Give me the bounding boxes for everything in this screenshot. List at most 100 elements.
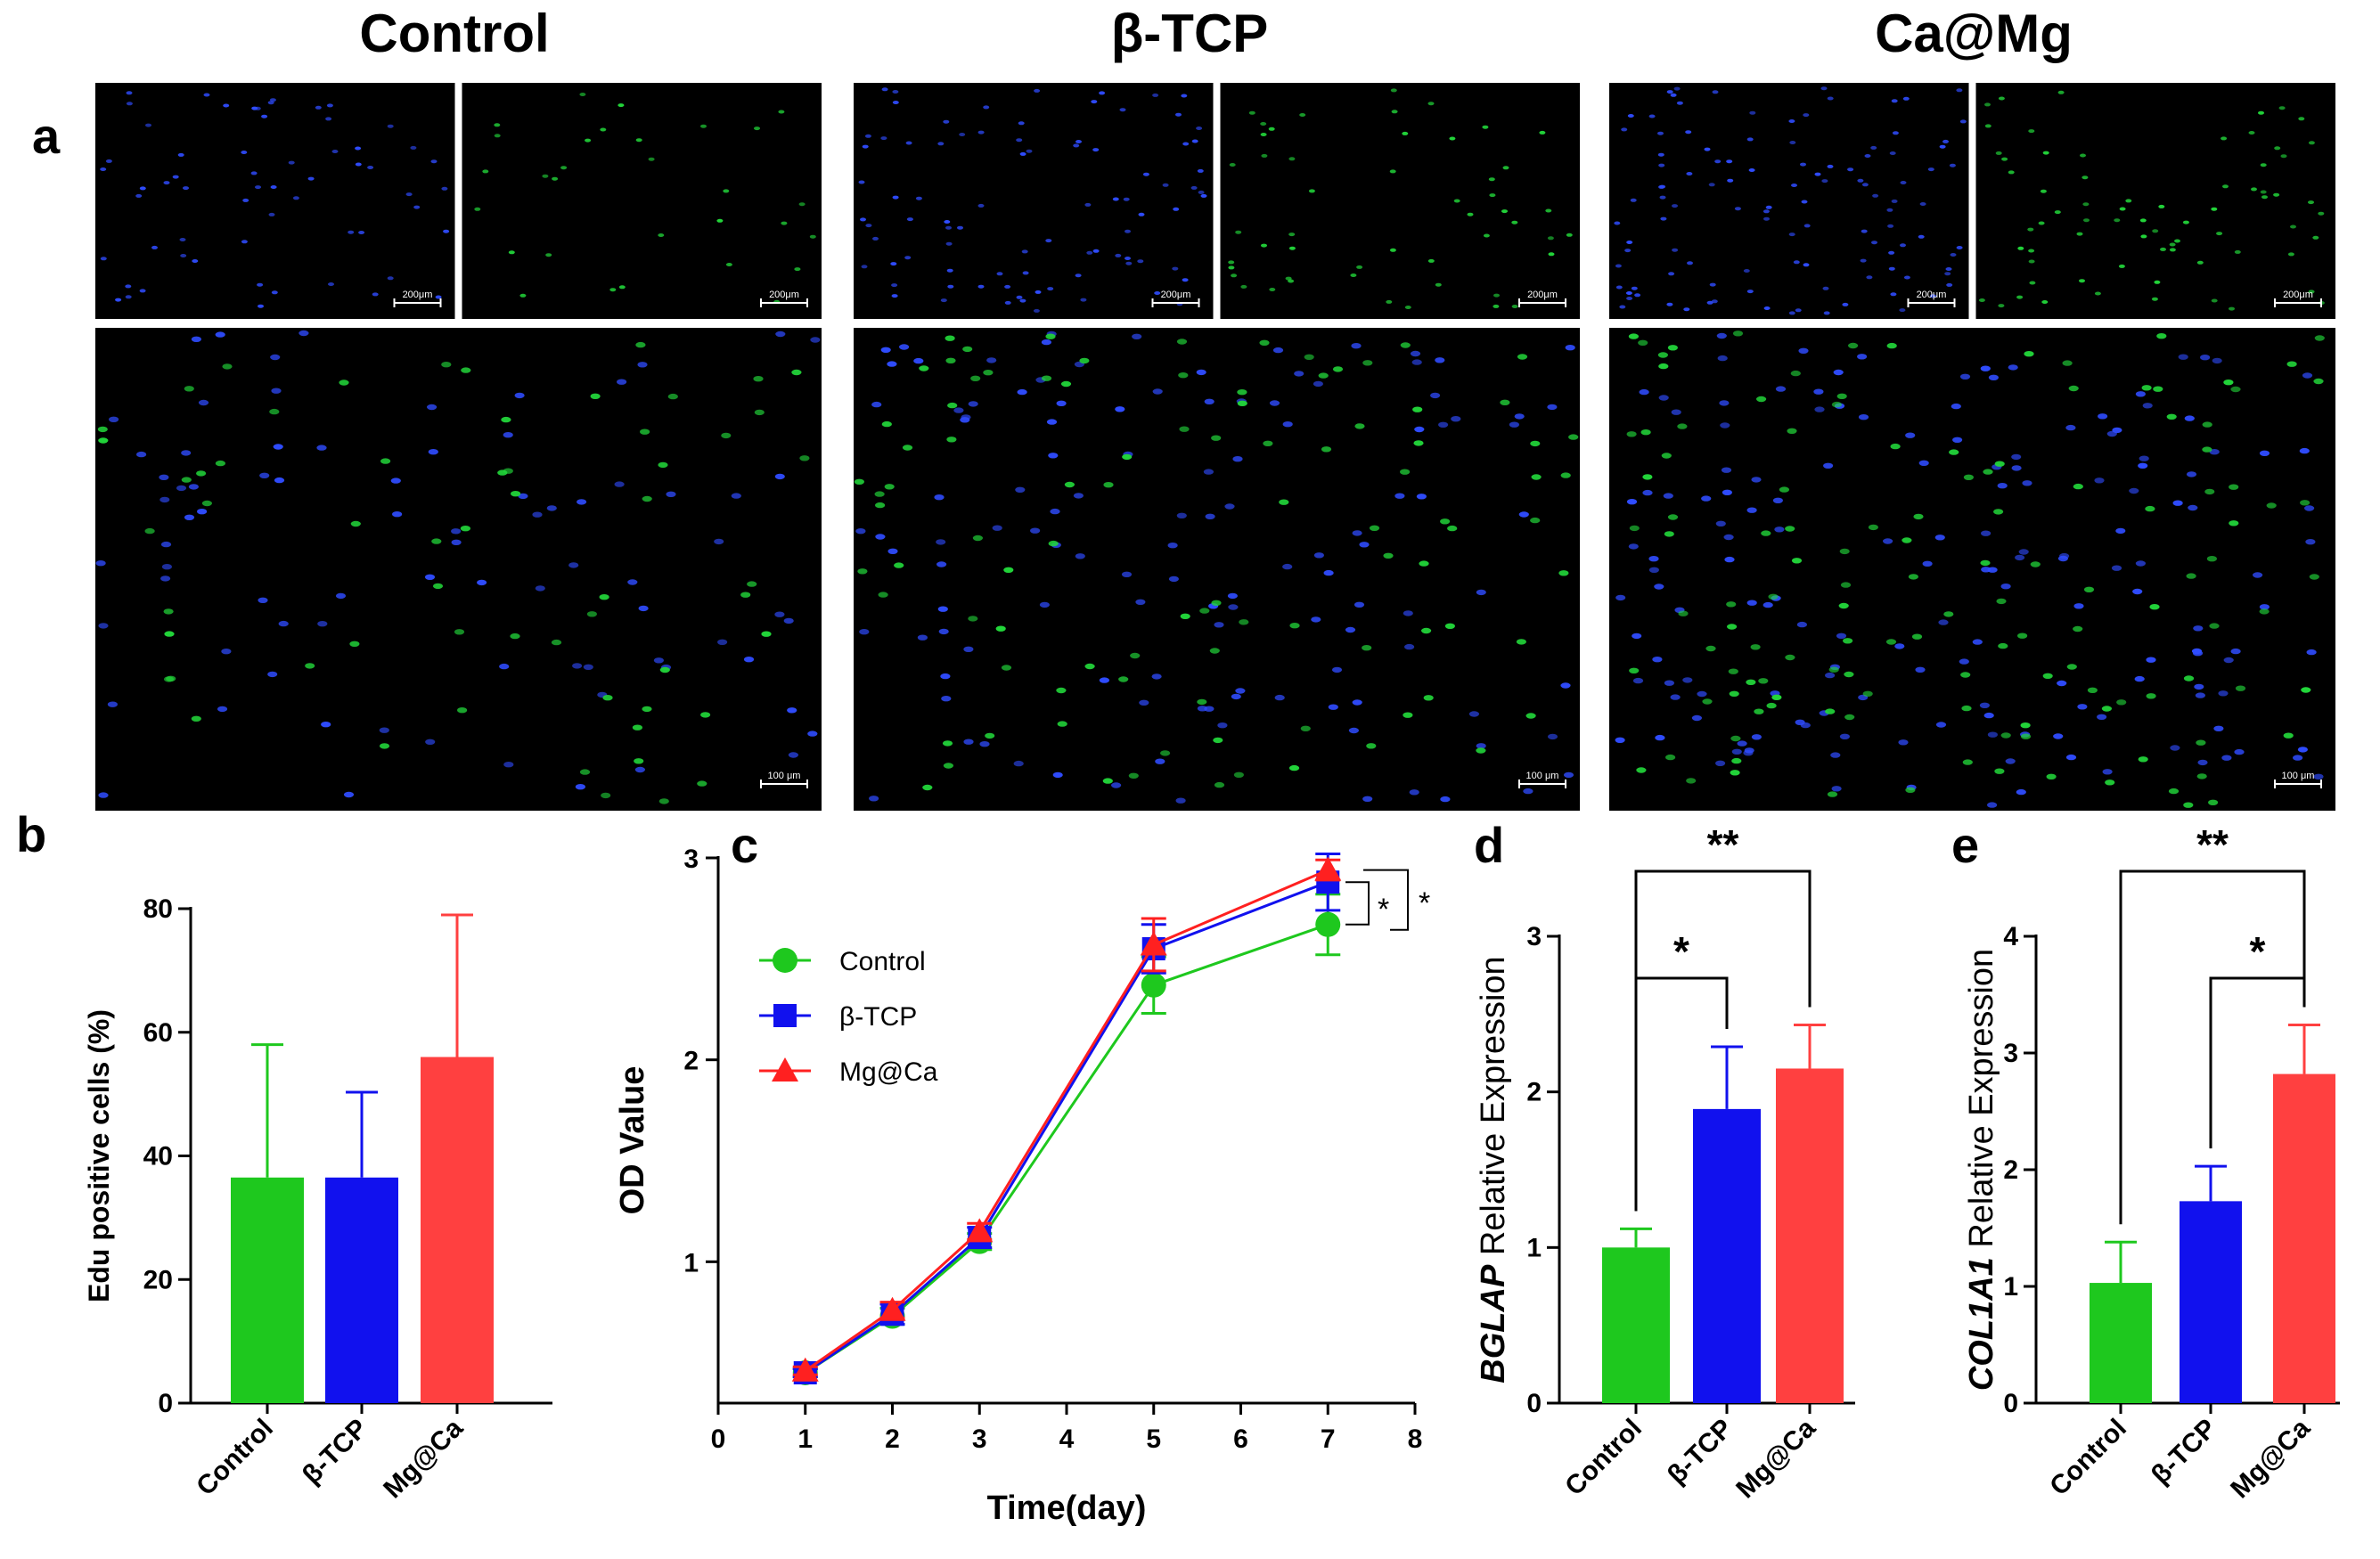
cell-nucleus	[697, 780, 707, 787]
cell-nucleus	[2038, 221, 2045, 225]
cell-nucleus	[268, 212, 275, 216]
cell-nucleus	[441, 186, 448, 191]
cell-nucleus	[1743, 269, 1750, 273]
cell-nucleus	[2139, 218, 2147, 223]
scale-bar-label: 100 μm	[768, 771, 801, 781]
cell-nucleus	[2213, 725, 2224, 731]
cell-nucleus	[241, 151, 248, 154]
cell-nucleus	[305, 663, 315, 669]
cell-nucleus	[1013, 760, 1024, 767]
cell-nucleus	[1391, 110, 1398, 114]
cell-nucleus	[614, 481, 625, 487]
cell-nucleus	[754, 409, 765, 416]
cell-nucleus	[1860, 258, 1867, 263]
cell-nucleus	[2253, 572, 2263, 578]
cell-nucleus	[1041, 375, 1052, 381]
cell-nucleus	[1676, 101, 1683, 105]
cell-nucleus	[1705, 645, 1716, 652]
cell-nucleus	[1750, 644, 1761, 650]
cell-nucleus	[632, 724, 643, 731]
cell-nucleus	[1685, 130, 1692, 135]
cell-nucleus	[1075, 553, 1085, 559]
cell-nucleus	[1670, 93, 1677, 97]
cell-nucleus	[1403, 712, 1413, 718]
cell-nucleus	[992, 525, 1002, 531]
cell-nucleus	[2151, 297, 2158, 301]
cell-nucleus	[1952, 437, 1963, 443]
cell-nucleus	[2022, 480, 2032, 486]
cell-nucleus	[1626, 499, 1638, 505]
cell-nucleus	[514, 392, 525, 399]
cell-nucleus	[1756, 396, 1767, 403]
cell-nucleus	[257, 282, 264, 287]
cell-nucleus	[1362, 796, 1373, 802]
cell-nucleus	[743, 657, 755, 663]
cell-nucleus	[934, 494, 945, 501]
cell-nucleus	[1235, 230, 1242, 234]
cell-nucleus	[1125, 257, 1131, 260]
cell-nucleus	[278, 620, 289, 627]
cell-nucleus	[2000, 732, 2011, 739]
cell-nucleus	[2160, 247, 2166, 251]
cell-nucleus	[1665, 754, 1676, 761]
cell-nucleus	[2186, 573, 2196, 579]
cell-nucleus	[1979, 702, 1990, 708]
cell-nucleus	[1152, 93, 1159, 97]
cell-nucleus	[1263, 440, 1273, 446]
cell-nucleus	[642, 495, 652, 502]
cell-nucleus	[1476, 589, 1486, 596]
cell-nucleus	[577, 499, 587, 505]
dapi-image	[1609, 83, 1969, 319]
cell-nucleus	[721, 432, 732, 439]
cell-nucleus	[139, 289, 146, 293]
cell-nucleus	[1200, 193, 1207, 198]
cell-nucleus	[196, 470, 207, 477]
cell-nucleus	[2192, 650, 2204, 657]
cell-nucleus	[1196, 369, 1206, 376]
scale-bar-label: 200μm	[403, 290, 433, 300]
cell-nucleus	[2259, 604, 2270, 610]
cell-nucleus	[2030, 561, 2041, 567]
cell-nucleus	[1224, 503, 1235, 510]
cell-nucleus	[1348, 727, 1359, 734]
cell-nucleus	[1079, 357, 1090, 364]
cell-nucleus	[223, 103, 230, 108]
cell-nucleus	[428, 449, 438, 455]
cell-nucleus	[983, 370, 994, 376]
cell-nucleus	[2280, 154, 2287, 159]
cell-nucleus	[424, 574, 436, 580]
cell-nucleus	[1142, 172, 1149, 176]
cell-nucleus	[2206, 556, 2217, 562]
cell-nucleus	[794, 267, 801, 272]
cell-nucleus	[1661, 453, 1672, 459]
cell-nucleus	[1642, 489, 1653, 496]
cell-nucleus	[1886, 342, 1897, 349]
y-axis-label: COL1A1 Relative Expression	[1963, 949, 2000, 1391]
cell-nucleus	[443, 229, 450, 233]
cell-nucleus	[316, 445, 327, 451]
cell-nucleus	[1130, 652, 1141, 659]
cell-nucleus	[2140, 234, 2147, 239]
significance-label: *	[2250, 928, 2266, 975]
x-tick-label: 8	[1408, 1424, 1423, 1454]
cell-nucleus	[2008, 170, 2015, 175]
cell-nucleus	[1199, 608, 1210, 614]
x-tick-label: Control	[191, 1414, 279, 1502]
cell-nucleus	[2119, 207, 2126, 211]
cell-nucleus	[1981, 567, 1992, 573]
cell-nucleus	[1658, 163, 1665, 167]
cell-nucleus	[1359, 542, 1370, 548]
cell-nucleus	[1722, 489, 1732, 495]
cell-nucleus	[1657, 131, 1664, 135]
cell-nucleus	[1911, 633, 1923, 640]
cell-nucleus	[100, 257, 107, 261]
cell-nucleus	[1050, 508, 1060, 515]
cell-nucleus	[637, 362, 648, 368]
cell-nucleus	[2065, 424, 2076, 431]
cell-nucleus	[269, 98, 276, 102]
cell-nucleus	[1980, 559, 1991, 567]
cell-nucleus	[2008, 364, 2018, 371]
cell-nucleus	[2018, 549, 2029, 555]
cell-nucleus	[1704, 147, 1711, 151]
cell-nucleus	[1172, 266, 1179, 271]
